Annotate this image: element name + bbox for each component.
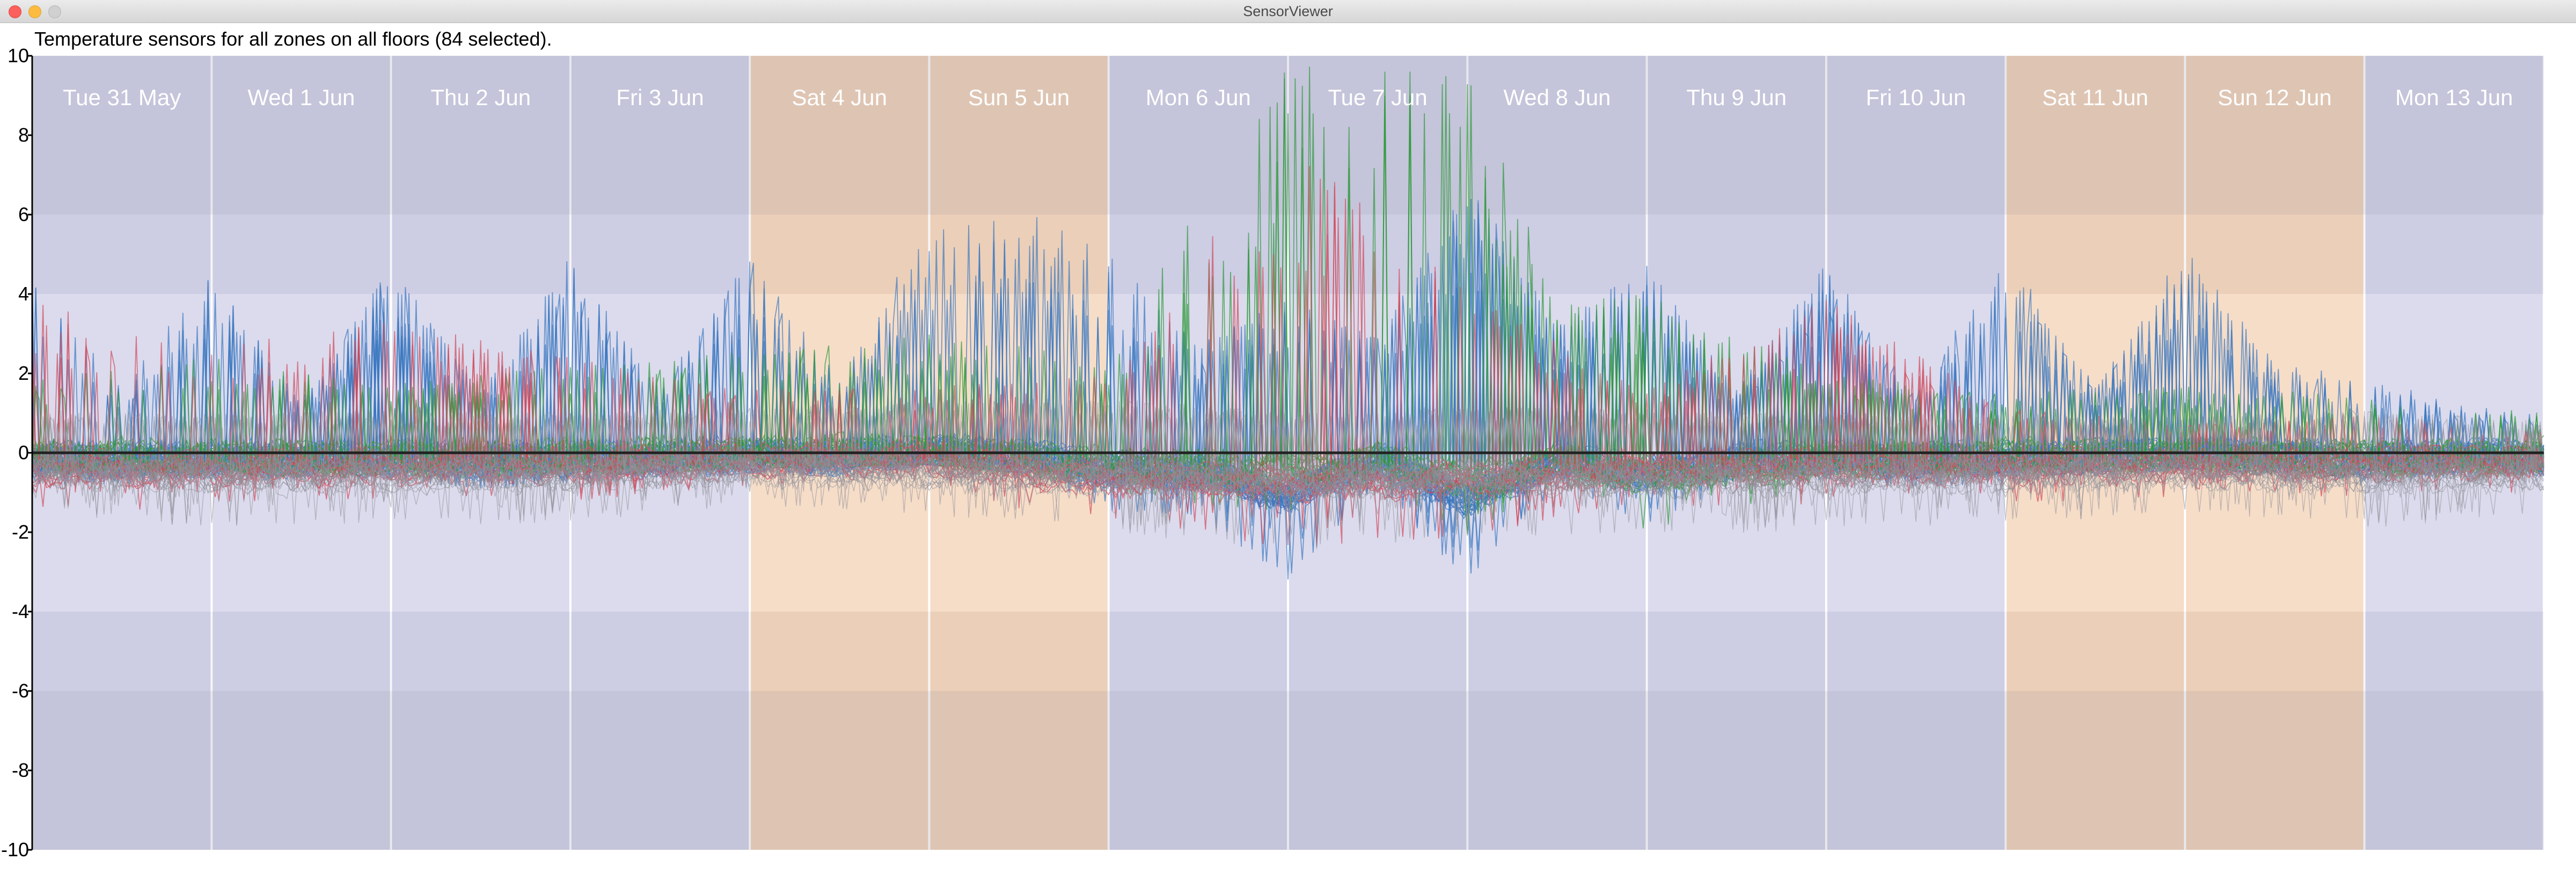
y-tick-label: -4 (12, 600, 29, 622)
y-tick-label: -6 (12, 680, 29, 702)
day-label: Sat 4 Jun (792, 85, 887, 110)
y-tick-label: 2 (18, 362, 29, 384)
sensor-series-line (32, 398, 2544, 535)
day-label: Tue 31 May (63, 85, 181, 110)
sensor-series (32, 67, 2544, 580)
sensor-series-line (32, 402, 2544, 524)
value-band (32, 691, 2544, 770)
y-tick-label: 8 (18, 124, 29, 146)
y-tick-label: -10 (1, 839, 29, 861)
window-titlebar: SensorViewer (0, 0, 2576, 23)
day-labels: Tue 31 May Wed 1 Jun Thu 2 Jun Fri 3 Jun Sat… (63, 85, 2513, 110)
day-label: Wed 8 Jun (1503, 85, 1611, 110)
close-window-button[interactable] (9, 5, 21, 18)
day-label: Sat 11 Jun (2042, 85, 2148, 110)
day-label: Thu 2 Jun (430, 85, 531, 110)
value-band (32, 215, 2544, 294)
day-label: Mon 6 Jun (1146, 85, 1251, 110)
sensor-series-line (32, 401, 2544, 536)
day-label: Thu 9 Jun (1686, 85, 1787, 110)
day-label: Tue 7 Jun (1328, 85, 1428, 110)
day-label: Mon 13 Jun (2395, 85, 2513, 110)
value-band (32, 612, 2544, 691)
sensor-series-line (32, 399, 2544, 537)
y-tick-label: -8 (12, 759, 29, 781)
y-tick-label: 4 (18, 283, 29, 305)
zoom-window-button[interactable] (48, 5, 61, 18)
day-label: Fri 3 Jun (616, 85, 704, 110)
y-axis: -10 -8 -6 -4 -2 0 2 4 6 8 10 (1, 45, 33, 861)
sensor-series-line (32, 220, 2544, 569)
y-tick-label: 10 (8, 45, 29, 67)
y-tick-label: 6 (18, 203, 29, 225)
day-label: Fri 10 Jun (1866, 85, 1966, 110)
selection-description: Temperature sensors for all zones on all… (34, 28, 552, 50)
day-label: Wed 1 Jun (247, 85, 355, 110)
minimize-window-button[interactable] (28, 5, 41, 18)
day-label: Sun 5 Jun (968, 85, 1070, 110)
y-tick-label: -2 (12, 521, 29, 543)
window-title: SensorViewer (1243, 3, 1333, 19)
day-label: Sun 12 Jun (2218, 85, 2332, 110)
value-band (32, 770, 2544, 850)
sensor-series-line (32, 406, 2544, 543)
y-tick-label: 0 (18, 442, 29, 464)
